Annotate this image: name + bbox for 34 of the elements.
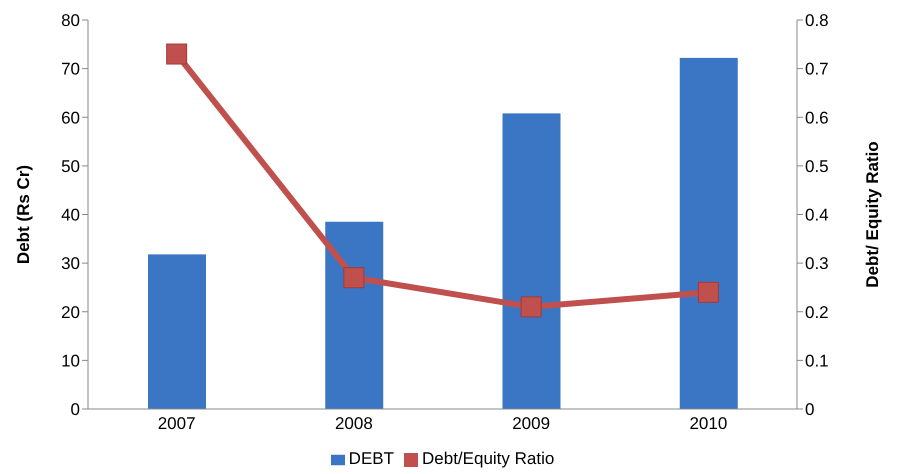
- y-tick-label: 40: [61, 206, 80, 225]
- y-tick-label: 80: [61, 11, 80, 30]
- y2-tick-label: 0.1: [805, 351, 829, 370]
- x-tick-label: 2007: [158, 414, 196, 434]
- bar: [502, 113, 560, 409]
- point: [343, 267, 364, 288]
- x-tick-label: 2010: [689, 414, 728, 434]
- y2-tick-label: 0: [805, 400, 814, 420]
- legend-label: Debt/Equity Ratio: [422, 449, 554, 468]
- bar: [680, 58, 738, 409]
- x-tick-label: 2008: [334, 414, 373, 434]
- y-tick-label: 10: [61, 351, 80, 370]
- y2-tick-label: 0.6: [805, 108, 829, 128]
- y-tick-label: 0: [70, 400, 80, 420]
- y-tick-label: 20: [61, 302, 80, 322]
- y2-tick-label: 0.2: [805, 302, 829, 322]
- legend-label: DEBT: [348, 449, 394, 468]
- bar: [148, 254, 206, 409]
- y-tick-label: 30: [61, 254, 80, 274]
- y-tick-label: 70: [61, 60, 80, 79]
- y2-axis-title: Debt/ Equity Ratio: [863, 141, 882, 288]
- y2-tick-label: 0.3: [805, 254, 829, 274]
- point: [698, 282, 719, 303]
- y-tick-label: 60: [61, 108, 80, 128]
- y2-tick-label: 0.8: [805, 11, 829, 30]
- y-tick-label: 50: [61, 156, 80, 176]
- x-tick-label: 2009: [512, 414, 550, 434]
- point: [520, 296, 542, 318]
- y-axis-title: Debt (Rs Cr): [14, 164, 34, 264]
- y2-tick-label: 0.5: [805, 156, 829, 176]
- y2-tick-label: 0.4: [805, 206, 829, 225]
- y2-tick-label: 0.7: [805, 60, 829, 79]
- point: [166, 44, 188, 65]
- bar: [325, 222, 384, 409]
